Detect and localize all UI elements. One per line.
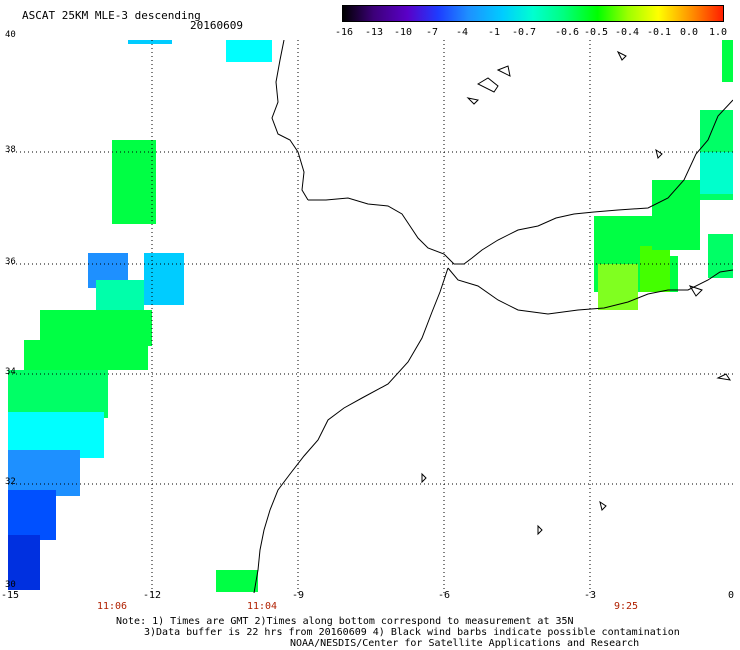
colorbar-label: -13 bbox=[364, 27, 384, 38]
colorbar-label: -1 bbox=[487, 27, 501, 38]
colorbar-label: -7 bbox=[425, 27, 439, 38]
colorbar bbox=[342, 5, 724, 22]
map-title: ASCAT 25KM MLE-3 descending bbox=[22, 9, 201, 22]
map-date: 20160609 bbox=[190, 19, 243, 32]
colorbar-label: -0.6 bbox=[554, 27, 580, 38]
colorbar-label: -0.7 bbox=[511, 27, 537, 38]
colorbar-label: 0.0 bbox=[679, 27, 699, 38]
time-label: 11:06 bbox=[96, 601, 128, 612]
colorbar-label: -0.1 bbox=[646, 27, 672, 38]
time-label: 11:04 bbox=[246, 601, 278, 612]
lon-label: -3 bbox=[583, 590, 597, 601]
lon-label: -6 bbox=[437, 590, 451, 601]
lat-label: 38 bbox=[5, 145, 16, 155]
map-svg bbox=[8, 36, 734, 594]
note-line-3: NOAA/NESDIS/Center for Satellite Applica… bbox=[290, 638, 640, 649]
lon-label: -12 bbox=[142, 590, 162, 601]
lat-label: 36 bbox=[5, 257, 16, 267]
lat-label: 40 bbox=[5, 30, 16, 40]
lat-label: 30 bbox=[5, 580, 16, 590]
colorbar-label: -10 bbox=[393, 27, 413, 38]
note-line-1: Note: 1) Times are GMT 2)Times along bot… bbox=[116, 616, 574, 627]
swath-data bbox=[8, 36, 733, 592]
colorbar-label: -4 bbox=[455, 27, 469, 38]
lon-label: -15 bbox=[0, 590, 20, 601]
colorbar-label: 1.0 bbox=[708, 27, 728, 38]
coastline bbox=[253, 39, 734, 594]
colorbar-label: -0.4 bbox=[614, 27, 640, 38]
map-panel bbox=[8, 36, 734, 597]
time-label: 9:25 bbox=[613, 601, 639, 612]
lat-label: 34 bbox=[5, 367, 16, 377]
lat-label: 32 bbox=[5, 477, 16, 487]
map-gridlines bbox=[8, 40, 733, 593]
note-line-2: 3)Data buffer is 22 hrs from 20160609 4)… bbox=[144, 627, 680, 638]
colorbar-gradient bbox=[343, 6, 723, 21]
colorbar-label: -0.5 bbox=[583, 27, 609, 38]
lon-label: -9 bbox=[291, 590, 305, 601]
colorbar-label: -16 bbox=[334, 27, 354, 38]
lon-label: 0 bbox=[727, 590, 735, 601]
